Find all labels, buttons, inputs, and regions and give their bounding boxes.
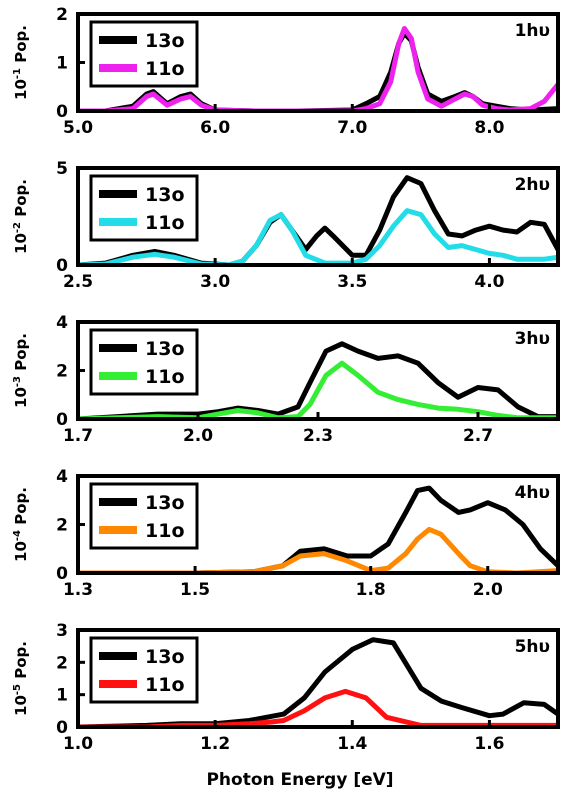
y-axis-label-part: Pop. [12, 179, 30, 222]
legend-label: 13o [145, 492, 185, 514]
panel-label: 5hυ [515, 637, 550, 657]
panel-2: 2.5 3.0 3.5 4.0 0 5 10-2 Pop. 2hυ 13o 11o [12, 159, 560, 292]
x-tick-label: 1.2 [200, 734, 230, 754]
legend-box [89, 328, 199, 396]
y-axis-label-part: Pop. [12, 641, 30, 684]
panel-3: 1.7 2.0 2.3 2.7 0 2 4 10-3 Pop. 3hυ 13o 11o [12, 313, 560, 446]
x-tick-label: 2.3 [303, 426, 333, 446]
y-tick-label: 4 [56, 467, 68, 487]
x-tick-label: 6.0 [200, 118, 230, 138]
x-tick-label: 7.0 [337, 118, 367, 138]
y-axis-label-part: 10 [12, 695, 30, 716]
legend-label: 13o [145, 30, 185, 52]
y-axis-label-part: 10 [12, 387, 30, 408]
x-tick-label: 2.0 [183, 426, 213, 446]
y-tick-label: 1 [56, 686, 68, 706]
y-tick-label: 0 [56, 410, 68, 430]
plot-frame [76, 628, 560, 729]
panel-label: 1hυ [515, 21, 550, 41]
x-tick-label: 1.6 [474, 734, 504, 754]
panel-1: 5.0 6.0 7.0 8.0 0 1 2 10-1 Pop. 1hυ 13o 11o [12, 5, 560, 138]
y-axis-label-part: 10 [12, 233, 30, 254]
series-line-13o-3 [78, 341, 558, 419]
y-axis-label-part: Pop. [12, 333, 30, 376]
y-axis-label-part: -5 [12, 684, 23, 695]
legend-label: 11o [145, 520, 185, 542]
legend-label: 13o [145, 646, 185, 668]
y-axis-label-part: -3 [12, 376, 23, 387]
legend-label: 13o [145, 338, 185, 360]
panel-label: 2hυ [515, 175, 550, 195]
panel-label: 3hυ [515, 329, 550, 349]
x-tick-label: 1.0 [63, 734, 93, 754]
panel-5: 1.0 1.2 1.4 1.6 0 1 2 3 10-5 Pop. 5hυ 13o 11o [12, 621, 560, 754]
x-tick-label: 8.0 [474, 118, 504, 138]
y-axis-label: 10-3 Pop. [12, 333, 30, 408]
legend-label: 11o [145, 58, 185, 80]
x-tick-label: 1.8 [356, 580, 386, 600]
y-axis-label-part: -1 [12, 68, 23, 79]
legend-label: 13o [145, 184, 185, 206]
y-tick-label: 2 [56, 362, 68, 382]
legend-box [89, 20, 199, 88]
y-axis-label-part: Pop. [12, 487, 30, 530]
y-tick-label: 2 [56, 516, 68, 536]
legend-box [89, 636, 199, 704]
y-tick-label: 1 [56, 54, 68, 74]
y-axis-label-part: 10 [12, 79, 30, 100]
y-axis-label-part: 10 [12, 541, 30, 562]
legend-label: 11o [145, 674, 185, 696]
x-tick-label: 1.3 [63, 580, 93, 600]
y-tick-label: 0 [56, 102, 68, 122]
plot-frame [76, 166, 560, 267]
x-tick-label: 3.0 [200, 272, 230, 292]
x-tick-label: 1.5 [180, 580, 210, 600]
y-tick-label: 2 [56, 653, 68, 673]
series-line-11o-1 [78, 26, 558, 111]
y-tick-label: 0 [56, 718, 68, 738]
y-tick-label: 0 [56, 564, 68, 584]
x-tick-label: 3.5 [337, 272, 367, 292]
x-tick-label: 2.0 [473, 580, 503, 600]
y-axis-label-part: Pop. [12, 25, 30, 68]
legend-label: 11o [145, 366, 185, 388]
x-tick-label: 2.7 [463, 426, 493, 446]
y-axis-label-part: -2 [12, 222, 23, 233]
y-tick-label: 5 [56, 159, 68, 179]
y-tick-label: 4 [56, 313, 68, 333]
y-tick-label: 2 [56, 5, 68, 25]
panel-4: 1.3 1.5 1.8 2.0 0 2 4 10-4 Pop. 4hυ 13o 11o [12, 467, 560, 600]
x-axis-label: Photon Energy [eV] [206, 770, 393, 790]
legend-box [89, 174, 199, 242]
y-axis-label: 10-2 Pop. [12, 179, 30, 254]
x-tick-label: 1.7 [63, 426, 93, 446]
x-tick-label: 2.5 [63, 272, 93, 292]
panel-label: 4hυ [515, 483, 550, 503]
y-axis-label-part: -4 [12, 530, 23, 541]
legend-label: 11o [145, 212, 185, 234]
y-axis-label: 10-4 Pop. [12, 487, 30, 562]
y-axis-label: 10-1 Pop. [12, 25, 30, 100]
y-tick-label: 3 [56, 621, 68, 641]
legend-box [89, 482, 199, 550]
x-tick-label: 4.0 [474, 272, 504, 292]
series-line-11o-3 [78, 360, 558, 419]
y-axis-label: 10-5 Pop. [12, 641, 30, 716]
x-tick-label: 1.4 [337, 734, 367, 754]
y-tick-label: 0 [56, 256, 68, 276]
x-tick-label: 5.0 [63, 118, 93, 138]
